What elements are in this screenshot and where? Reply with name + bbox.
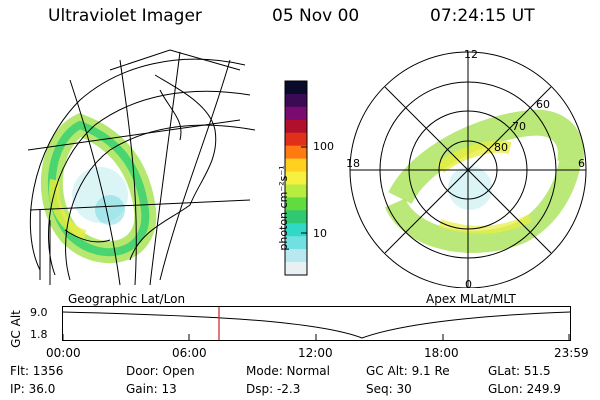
- info-flight: Flt: 1356: [10, 364, 64, 378]
- info-door: Door: Open: [126, 364, 195, 378]
- info-mode: Mode: Normal: [246, 364, 330, 378]
- colorbar-stripe: [285, 81, 307, 95]
- orbit-xtick-0600: 06:00: [172, 346, 207, 360]
- colorbar-stripe: [285, 197, 307, 211]
- colorbar-stripe: [285, 119, 307, 134]
- aurora-oval-geo: [40, 113, 157, 264]
- info-ip: IP: 36.0: [10, 382, 56, 396]
- info-gain: Gain: 13: [126, 382, 177, 396]
- instrument-title: Ultraviolet Imager: [48, 6, 202, 26]
- mlt-label-12: 12: [464, 48, 478, 61]
- info-dsp: Dsp: -2.3: [246, 382, 301, 396]
- colorbar-tick-10: 10: [313, 227, 327, 240]
- colorbar-stripe: [285, 93, 307, 108]
- orbit-plot: [62, 306, 571, 341]
- geographic-panel-label: Geographic Lat/Lon: [68, 292, 186, 306]
- colorbar-tick-100: 100: [313, 140, 334, 153]
- orbit-xtick-1800: 18:00: [424, 346, 459, 360]
- aurora-oval-polar: [384, 109, 584, 253]
- colorbar-stripe: [285, 158, 307, 173]
- colorbar-stripe: [285, 236, 307, 250]
- colorbar-gradient: [285, 81, 307, 276]
- colorbar: [284, 80, 308, 276]
- orbit-ytick-1-8: 1.8: [30, 328, 48, 341]
- mlt-label-6: 6: [578, 157, 585, 170]
- apex-panel-label: Apex MLat/MLT: [426, 292, 516, 306]
- colorbar-stripe: [285, 262, 307, 276]
- orbit-xtick-1200: 12:00: [298, 346, 333, 360]
- info-glat: GLat: 51.5: [488, 364, 551, 378]
- colorbar-stripe: [285, 106, 307, 121]
- colorbar-stripe: [285, 145, 307, 160]
- colorbar-stripe: [285, 210, 307, 224]
- colorbar-stripe: [285, 184, 307, 198]
- mlt-label-0: 0: [465, 278, 472, 291]
- orbit-xtick-2359: 23:59: [554, 346, 589, 360]
- info-gc-alt: GC Alt: 9.1 Re: [366, 364, 450, 378]
- colorbar-stripe: [285, 171, 307, 185]
- info-seq: Seq: 30: [366, 382, 412, 396]
- info-glon: GLon: 249.9: [488, 382, 561, 396]
- colorbar-stripe: [285, 132, 307, 147]
- orbit-xtick-0000: 00:00: [46, 346, 81, 360]
- orbit-ylabel: GC Alt: [9, 310, 23, 348]
- mlt-label-18: 18: [346, 157, 360, 170]
- colorbar-stripe: [285, 249, 307, 263]
- date-label: 05 Nov 00: [272, 6, 360, 26]
- polar-plot: [349, 51, 587, 288]
- mlat-label-80: 80: [494, 141, 508, 154]
- orbit-ytick-9: 9.0: [30, 306, 48, 319]
- colorbar-unit-label: photon cm⁻²s⁻¹: [277, 165, 290, 251]
- mlat-label-70: 70: [512, 120, 526, 133]
- mlat-label-60: 60: [536, 98, 550, 111]
- time-label: 07:24:15 UT: [430, 6, 535, 26]
- geographic-map: [27, 49, 256, 286]
